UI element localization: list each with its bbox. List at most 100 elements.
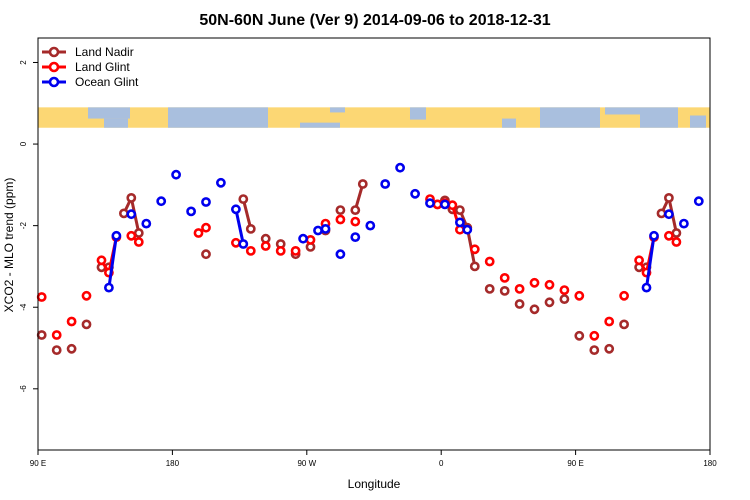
data-point xyxy=(81,290,92,301)
data-point xyxy=(641,282,652,293)
data-point xyxy=(275,245,286,256)
map-ocean-region xyxy=(640,107,678,128)
data-point xyxy=(81,319,92,330)
data-point xyxy=(36,292,47,302)
data-point xyxy=(193,228,204,238)
data-point xyxy=(186,206,196,217)
data-point xyxy=(290,245,301,256)
data-point xyxy=(119,208,129,219)
data-point xyxy=(484,256,495,267)
x-tick-label: 180 xyxy=(166,459,180,468)
data-point xyxy=(671,237,682,247)
data-point xyxy=(619,290,629,301)
data-point xyxy=(201,222,211,233)
data-point xyxy=(298,233,308,244)
data-point xyxy=(133,237,144,247)
data-point xyxy=(111,230,122,241)
series-line xyxy=(645,235,656,288)
data-point xyxy=(350,232,361,242)
x-tick-label: 0 xyxy=(439,459,444,468)
data-point xyxy=(238,194,249,204)
data-point xyxy=(133,228,144,238)
x-tick-label: 180 xyxy=(703,459,717,468)
data-point xyxy=(447,200,458,211)
data-point xyxy=(529,304,540,315)
data-point xyxy=(454,217,465,228)
data-point xyxy=(230,204,241,215)
data-point xyxy=(320,223,331,234)
data-point xyxy=(365,220,376,231)
data-point xyxy=(664,192,674,203)
data-point xyxy=(335,214,346,225)
data-point xyxy=(469,244,480,255)
data-point xyxy=(238,239,249,249)
data-point xyxy=(126,209,137,220)
data-point xyxy=(559,294,570,304)
y-tick-label: -4 xyxy=(19,303,28,311)
y-axis: 2 0 -2 -4 -6 xyxy=(19,60,38,393)
data-point xyxy=(574,330,585,341)
data-point xyxy=(350,216,361,227)
y-tick-label: 2 xyxy=(19,60,28,65)
data-point xyxy=(215,177,226,188)
data-point xyxy=(559,285,570,295)
data-point xyxy=(544,297,555,308)
data-point xyxy=(335,249,346,260)
map-ocean-region xyxy=(605,107,640,115)
data-point xyxy=(529,277,540,288)
x-axis: 90 E 180 90 W 0 90 E 180 xyxy=(30,450,717,468)
x-axis-label: Longitude xyxy=(348,477,401,491)
data-point xyxy=(499,272,510,283)
x-tick-label: 90 W xyxy=(297,459,316,468)
map-ocean-region xyxy=(502,118,516,128)
data-point xyxy=(36,330,47,340)
data-point xyxy=(141,218,152,229)
data-point xyxy=(604,343,615,354)
data-point xyxy=(425,198,435,209)
legend-item: Land Nadir xyxy=(42,45,134,59)
map-ocean-region xyxy=(690,115,706,128)
data-point xyxy=(439,199,450,210)
legend-swatch-marker xyxy=(48,76,60,88)
data-point xyxy=(313,225,323,236)
y-tick-label: 0 xyxy=(19,141,28,146)
data-point xyxy=(484,283,495,294)
data-point xyxy=(245,245,256,256)
data-point xyxy=(671,228,682,238)
map-ocean-region xyxy=(88,107,130,119)
legend-label: Land Nadir xyxy=(75,45,134,59)
data-point xyxy=(499,285,510,296)
legend-label: Ocean Glint xyxy=(75,75,139,89)
data-point xyxy=(350,205,361,215)
data-point xyxy=(171,169,181,180)
map-ocean-region xyxy=(410,107,426,120)
data-point xyxy=(260,241,271,251)
data-point xyxy=(693,196,704,207)
y-axis-label: XCO2 - MLO trend (ppm) xyxy=(2,178,16,313)
data-point xyxy=(156,196,167,207)
data-point xyxy=(589,345,600,355)
data-point xyxy=(245,223,256,234)
map-strip xyxy=(38,107,710,128)
map-ocean-region xyxy=(168,107,268,128)
series-layer xyxy=(36,162,704,355)
data-point xyxy=(126,230,137,241)
y-tick-label: -6 xyxy=(19,385,28,393)
series-ocean-glint xyxy=(104,162,704,293)
x-tick-label: 90 E xyxy=(567,459,583,468)
data-point xyxy=(619,319,629,330)
data-point xyxy=(201,197,211,207)
data-point xyxy=(679,218,689,229)
y-tick-label: -2 xyxy=(19,222,28,230)
data-point xyxy=(357,179,368,189)
data-point xyxy=(126,192,137,203)
data-point xyxy=(305,234,316,245)
data-point xyxy=(664,209,674,220)
map-ocean-region xyxy=(300,122,340,128)
data-point xyxy=(410,188,420,199)
map-ocean-region xyxy=(330,107,345,113)
data-point xyxy=(514,299,525,309)
data-point xyxy=(574,290,585,301)
